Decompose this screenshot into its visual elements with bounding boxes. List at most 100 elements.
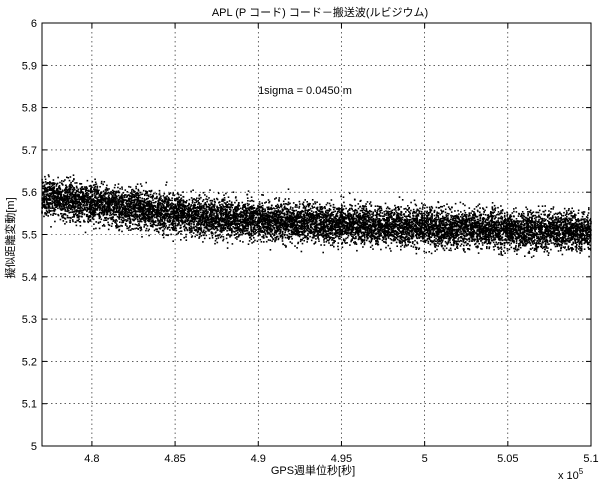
data-point	[214, 239, 217, 242]
data-point	[159, 199, 161, 201]
data-point	[81, 188, 84, 190]
data-point	[175, 224, 177, 227]
data-point	[241, 214, 243, 216]
data-point	[138, 200, 141, 203]
data-point	[114, 204, 116, 207]
data-point	[106, 200, 109, 202]
data-point	[250, 223, 252, 226]
data-point	[94, 213, 97, 216]
data-point	[155, 201, 157, 203]
data-point	[209, 199, 212, 202]
data-point	[227, 218, 230, 220]
data-point	[162, 217, 164, 220]
data-point	[100, 180, 103, 183]
data-point	[211, 224, 213, 226]
data-point	[133, 199, 135, 202]
data-point	[72, 174, 75, 176]
data-point	[160, 197, 162, 200]
data-point	[88, 196, 91, 198]
data-point	[173, 220, 176, 222]
data-point	[211, 213, 213, 215]
data-point	[189, 231, 191, 234]
data-point	[196, 224, 198, 226]
data-point	[132, 215, 134, 217]
data-point	[138, 194, 141, 197]
data-point	[76, 214, 79, 216]
data-point	[183, 224, 186, 226]
data-point	[53, 192, 55, 195]
data-point	[156, 217, 158, 219]
data-point	[233, 222, 236, 224]
data-point	[118, 206, 121, 208]
data-point	[247, 226, 250, 228]
data-point	[43, 215, 45, 218]
data-point	[223, 212, 225, 214]
data-point	[74, 194, 77, 197]
data-point	[227, 212, 230, 215]
data-point	[230, 217, 232, 219]
data-point	[265, 227, 268, 230]
data-point	[209, 209, 212, 211]
data-point	[81, 209, 84, 212]
data-point	[193, 205, 195, 207]
data-point	[128, 205, 130, 208]
data-point	[44, 178, 47, 181]
data-point	[182, 213, 184, 215]
data-point	[106, 212, 109, 215]
data-point	[100, 212, 103, 214]
data-point	[236, 223, 238, 226]
data-point	[91, 201, 94, 203]
data-point	[83, 208, 85, 211]
data-point	[177, 223, 179, 225]
data-point	[108, 209, 110, 212]
data-point	[265, 240, 268, 243]
data-point	[248, 203, 250, 206]
data-point	[107, 191, 109, 194]
data-point	[71, 184, 73, 187]
data-point	[204, 194, 206, 196]
data-point	[103, 225, 106, 227]
data-point	[158, 203, 160, 206]
data-point	[63, 197, 66, 199]
data-point	[229, 210, 232, 213]
data-point	[271, 220, 274, 222]
data-point	[100, 200, 102, 202]
data-point	[175, 229, 178, 232]
data-point	[135, 195, 137, 197]
data-point	[182, 199, 185, 202]
data-point	[167, 209, 169, 211]
data-point	[64, 194, 66, 197]
data-point	[190, 220, 193, 223]
data-point	[126, 213, 128, 215]
data-point	[81, 191, 83, 193]
data-point	[166, 203, 169, 206]
data-point	[253, 228, 255, 230]
data-point	[188, 216, 191, 218]
data-point	[227, 226, 229, 228]
data-point	[184, 229, 186, 232]
data-point	[100, 191, 103, 193]
data-point	[70, 197, 73, 199]
data-point	[175, 204, 177, 207]
data-point	[152, 219, 154, 221]
data-point	[78, 209, 81, 212]
data-point	[45, 214, 48, 216]
data-point	[52, 212, 55, 215]
data-point	[181, 203, 183, 205]
data-point	[66, 208, 69, 211]
data-point	[86, 209, 89, 211]
data-point	[257, 204, 259, 207]
data-point	[212, 216, 214, 219]
data-point	[233, 234, 236, 236]
data-point	[250, 224, 252, 227]
data-point	[130, 202, 133, 205]
data-point	[129, 202, 131, 205]
data-point	[141, 199, 143, 202]
data-point	[190, 208, 192, 211]
data-point	[158, 199, 160, 201]
data-point	[67, 206, 70, 208]
data-point	[212, 219, 215, 222]
data-point	[288, 203, 290, 205]
data-point	[226, 234, 228, 236]
data-point	[230, 203, 233, 205]
